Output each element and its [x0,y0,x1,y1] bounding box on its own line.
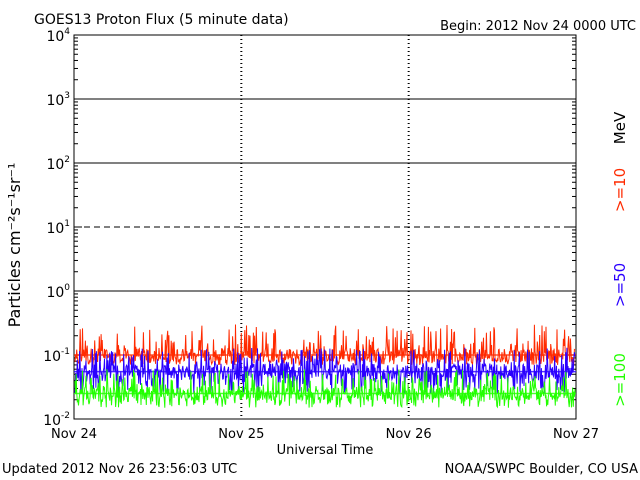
x-tick-label: Nov 26 [386,427,432,442]
x-tick-label: Nov 27 [553,427,599,442]
legend-unit: MeV [611,111,629,144]
updated-time: Updated 2012 Nov 26 23:56:03 UTC [2,462,237,477]
legend: MeV >=10 >=50 >=100 [611,111,629,407]
legend-item: >=100 [611,353,629,407]
y-tick-label: 103 [46,91,70,109]
x-tick-label: Nov 25 [218,427,264,442]
y-tick-label: 10-2 [43,411,70,429]
x-tick-label: Nov 24 [51,427,97,442]
y-tick-label: 101 [46,219,70,237]
credit: NOAA/SWPC Boulder, CO USA [445,462,638,477]
legend-item: >=10 [611,168,629,212]
y-tick-label: 10-1 [43,347,70,365]
x-axis-label: Universal Time [277,443,374,458]
x-tick-labels: Nov 24 Nov 25 Nov 26 Nov 27 [51,427,599,442]
legend-item: >=50 [611,263,629,307]
gridlines [74,35,576,420]
begin-time: Begin: 2012 Nov 24 0000 UTC [440,19,636,34]
y-axis-label: Particles cm⁻²s⁻¹sr⁻¹ [5,163,24,328]
chart-title: GOES13 Proton Flux (5 minute data) [34,12,289,28]
y-tick-label: 100 [46,283,70,301]
y-tick-label: 102 [46,155,70,173]
series-line-1 [74,347,576,394]
data-series [74,324,576,409]
series-line-2 [74,369,576,409]
y-tick-label: 104 [46,27,70,45]
y-tick-labels: 10-2 10-1 100 101 102 103 104 [43,27,70,429]
